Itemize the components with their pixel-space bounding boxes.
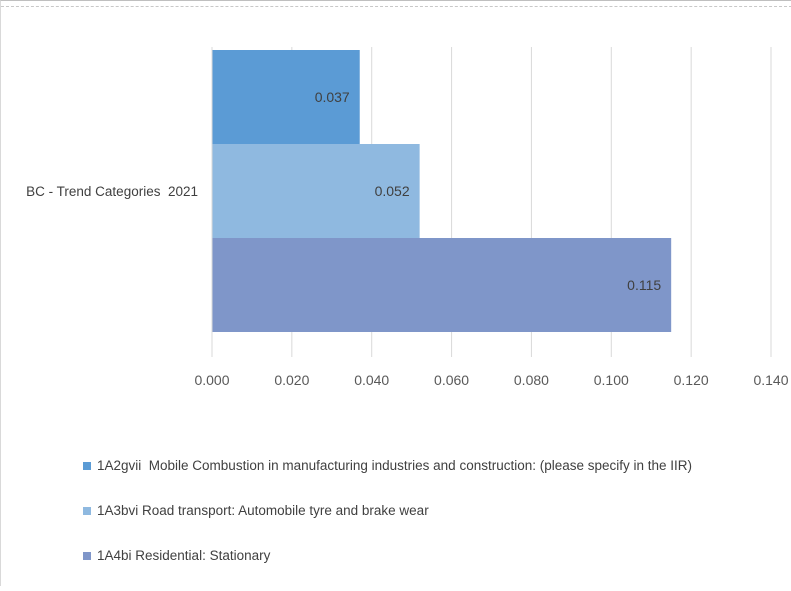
data-label-series-3: 0.115 xyxy=(627,277,661,293)
x-tick-label: 0.080 xyxy=(514,372,549,388)
bar-chart: 0.037 0.052 0.115 0.000 0.020 0.040 0.060 0.080… xyxy=(26,47,789,388)
x-tick-label: 0.060 xyxy=(434,372,469,388)
legend-swatch xyxy=(83,461,91,470)
x-tick-label: 0.140 xyxy=(753,372,788,388)
x-tick-label: 0.020 xyxy=(274,372,309,388)
x-tick-label: 0.000 xyxy=(194,372,229,388)
legend-swatch xyxy=(83,551,91,560)
legend-label: 1A2gvii Mobile Combustion in manufacturi… xyxy=(97,458,693,473)
bar-series-3 xyxy=(212,238,672,332)
data-label-series-2: 0.052 xyxy=(375,183,410,199)
x-tick-label: 0.120 xyxy=(674,372,709,388)
legend-swatch xyxy=(83,506,91,515)
legend-item-1: 1A2gvii Mobile Combustion in manufacturi… xyxy=(83,456,692,475)
chart-legend: 1A2gvii Mobile Combustion in manufacturi… xyxy=(83,456,692,591)
category-label: BC - Trend Categories 2021 xyxy=(26,184,198,199)
x-tick-label: 0.100 xyxy=(594,372,629,388)
data-label-series-1: 0.037 xyxy=(315,89,350,105)
legend-item-2: 1A3bvi Road transport: Automobile tyre a… xyxy=(83,501,692,520)
x-tick-label: 0.040 xyxy=(354,372,389,388)
legend-label: 1A4bi Residential: Stationary xyxy=(97,548,271,563)
bar-series-2 xyxy=(212,144,420,238)
bar-series-1 xyxy=(212,50,360,144)
legend-label: 1A3bvi Road transport: Automobile tyre a… xyxy=(97,503,429,518)
top-border-strip xyxy=(1,1,791,7)
legend-item-3: 1A4bi Residential: Stationary xyxy=(83,546,692,565)
